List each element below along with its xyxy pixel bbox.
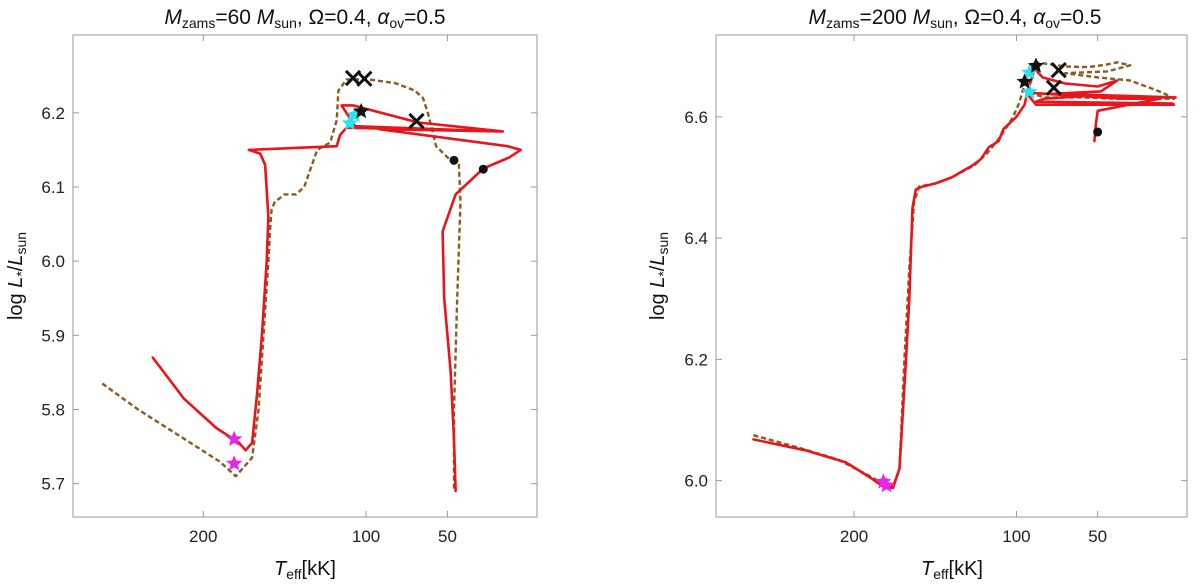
title-m2-sub: sun [274,15,297,31]
ylabel-l2-sub: sun [655,232,671,255]
x-tick-label: 200 [840,527,868,546]
y-tick-label: 5.9 [41,326,65,345]
ylabel-slash: / [647,265,669,271]
xlabel-t: T [274,558,288,580]
xlabel-t-sub: eff [933,566,948,582]
ylabel-l-sub: * [655,271,671,277]
ylabel-slash: / [5,265,27,271]
y-tick-label: 6.0 [684,472,708,491]
xlabel-unit: [kK] [949,558,983,580]
y-tick-label: 5.7 [41,475,65,494]
chart-panel-m200: Mzams=200 Msun, Ω=0.4, αov=0.5 200 100 50 … [647,6,1188,582]
series-red-solid [151,104,523,493]
plot-frame [72,34,538,518]
cyan-star-marker [341,114,358,131]
cross-marker [1050,62,1067,79]
ylabel-l2: L [647,255,669,266]
cross-marker [1045,79,1062,96]
chart-title: Mzams=200 Msun, Ω=0.4, αov=0.5 [809,6,1102,31]
black-star-marker [1027,57,1044,73]
y-ticks: 5.7 5.8 5.9 6.0 6.1 6.2 [41,104,537,494]
series-red-solid [752,67,1177,490]
title-rest: , Ω=0.4, [953,6,1034,29]
series-group [101,78,523,493]
y-tick-label: 6.6 [684,108,708,127]
y-tick-label: 6.2 [41,104,65,123]
xlabel-t: T [921,558,935,580]
title-rest: , Ω=0.4, [297,6,378,29]
title-m2-sub: sun [930,15,953,31]
cross-marker [344,69,362,87]
cross-marker [356,70,373,87]
ylabel-l-sub: * [13,271,29,277]
magenta-star-marker [226,455,243,471]
x-axis-label: Teff[kK] [921,558,983,582]
title-m-sub: zams [182,15,215,31]
y-tick-label: 6.1 [41,178,65,197]
title-alpha-sub: ov [1045,15,1060,31]
y-tick-label: 6.4 [684,229,708,248]
black-star-marker [1016,73,1033,89]
ylabel-pre: log [647,288,669,320]
ylabel-l2: L [5,255,27,266]
black-star-marker [353,102,370,119]
title-alpha: α [377,6,390,29]
dot-marker [1093,127,1103,137]
y-ticks: 6.0 6.2 6.4 6.6 [684,108,1187,491]
x-ticks: 200 100 50 [189,35,457,546]
x-tick-label: 100 [1002,527,1030,546]
series-group [752,61,1177,490]
ylabel-pre: log [5,288,27,320]
series-brown-dashed [101,78,462,491]
markers-group [226,69,488,471]
x-tick-label: 100 [352,527,380,546]
title-alpha-sub: ov [389,15,404,31]
title-m: M [164,6,182,29]
title-eq1: =60 [215,6,256,29]
ylabel-l: L [5,277,27,288]
markers-group [875,57,1103,493]
y-tick-label: 5.8 [41,400,65,419]
x-tick-label: 50 [438,527,457,546]
chart-title: Mzams=60 Msun, Ω=0.4, αov=0.5 [164,6,445,31]
chart-panel-m60: Mzams=60 Msun, Ω=0.4, αov=0.5 200 100 50 5… [5,6,538,582]
ylabel-l2-sub: sun [13,232,29,255]
magenta-star-marker [878,477,895,493]
title-alpha: α [1033,6,1046,29]
title-m: M [809,6,827,29]
y-axis-label: log L*/Lsun [647,232,671,320]
title-eq2: =0.5 [404,6,445,29]
x-tick-label: 200 [189,527,217,546]
dot-marker [449,155,459,165]
cyan-star-marker [1021,83,1038,99]
title-eq2: =0.5 [1060,6,1101,29]
title-m-sub: zams [826,15,859,31]
y-tick-label: 6.2 [684,350,708,369]
cyan-star-marker [346,106,363,122]
y-axis-label: log L*/Lsun [5,232,29,320]
xlabel-unit: [kK] [302,558,336,580]
title-m2: M [913,6,931,29]
x-ticks: 200 100 50 [840,35,1107,546]
x-tick-label: 50 [1088,527,1107,546]
dot-marker [478,164,488,174]
ylabel-l: L [647,277,669,288]
series-brown-dashed [753,61,1176,488]
title-eq1: =200 [859,6,912,29]
magenta-star-marker [226,430,243,446]
cross-marker [408,112,425,130]
y-tick-label: 6.0 [41,252,65,271]
xlabel-t-sub: eff [286,566,301,582]
x-axis-label: Teff[kK] [274,558,336,582]
plot-frame [715,34,1188,518]
title-m2: M [257,6,275,29]
